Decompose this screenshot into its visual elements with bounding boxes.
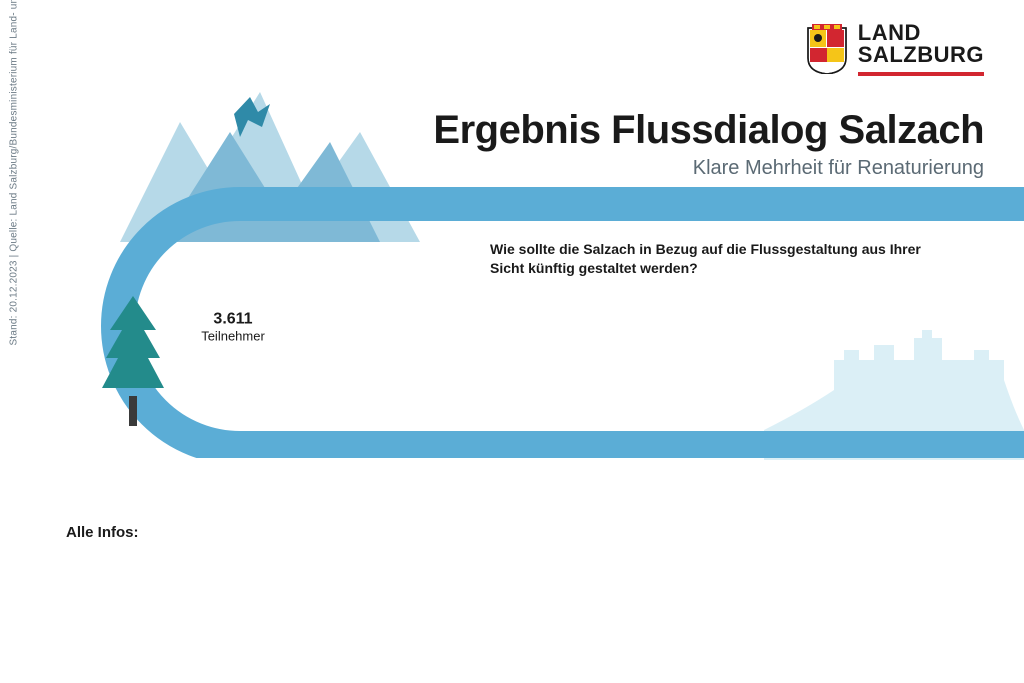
shield-icon	[806, 24, 848, 74]
footer-links: Alle Infos:	[66, 524, 139, 549]
logo-line2: SALZBURG	[858, 44, 984, 66]
donut-ring: 3.611 Teilnehmer	[168, 262, 298, 392]
logo-underline	[858, 72, 984, 76]
page-subtitle: Klare Mehrheit für Renaturierung	[433, 157, 984, 180]
donut-center-label: Teilnehmer	[201, 329, 265, 344]
bar-chart	[488, 282, 1004, 482]
title-block: Ergebnis Flussdialog Salzach Klare Mehrh…	[433, 108, 984, 180]
logo-line1: LAND	[858, 22, 984, 44]
source-credit: Stand: 20.12.2023 | Quelle: Land Salzbur…	[9, 0, 20, 346]
bar-chart-question: Wie sollte die Salzach in Bezug auf die …	[490, 240, 940, 278]
page-title: Ergebnis Flussdialog Salzach	[433, 108, 984, 153]
ribbon-decor	[460, 485, 1024, 655]
tree-icon	[102, 296, 164, 426]
donut-chart: 3.611 Teilnehmer	[168, 262, 478, 422]
footer-title: Alle Infos:	[66, 524, 139, 541]
logo: LAND SALZBURG	[806, 22, 984, 76]
donut-center-number: 3.611	[201, 311, 265, 329]
